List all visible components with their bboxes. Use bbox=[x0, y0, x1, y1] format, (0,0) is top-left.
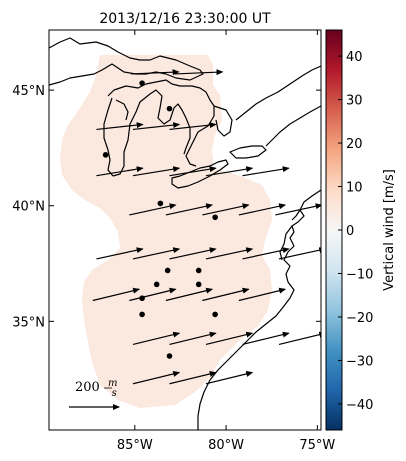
wind-vector bbox=[165, 203, 214, 216]
wind-vector bbox=[129, 287, 177, 302]
station-marker bbox=[102, 152, 109, 158]
station-marker bbox=[212, 214, 218, 221]
map-frame bbox=[48, 29, 322, 431]
colorbar-tick-label: −20 bbox=[346, 311, 373, 326]
map-area: 200 m s bbox=[49, 37, 321, 430]
wind-vector bbox=[242, 247, 290, 260]
green-bay-shore bbox=[115, 99, 129, 121]
y-tick-label: 35°N bbox=[12, 315, 45, 330]
lake-superior-shore bbox=[49, 37, 204, 86]
wind-vector bbox=[275, 203, 321, 216]
wind-vector bbox=[242, 331, 290, 346]
wind-vector bbox=[96, 166, 144, 177]
colorbar-tick-label: 40 bbox=[346, 50, 363, 65]
wind-vector bbox=[132, 371, 181, 385]
wind-vector bbox=[169, 122, 217, 131]
wind-vector bbox=[205, 166, 254, 177]
wind-vector bbox=[238, 203, 287, 216]
colorbar-tick-label: −10 bbox=[346, 267, 373, 282]
station-marker bbox=[157, 200, 164, 207]
lake-huron-shore bbox=[185, 91, 215, 167]
coverage-region bbox=[60, 55, 272, 408]
station-marker bbox=[166, 353, 173, 359]
station-marker bbox=[153, 281, 160, 288]
colorbar-tick-label: 30 bbox=[346, 94, 363, 109]
wind-vector bbox=[169, 247, 217, 260]
station-marker bbox=[166, 105, 173, 112]
lake-ontario-shore bbox=[229, 145, 267, 159]
x-tick-label: 85°W bbox=[117, 438, 153, 453]
station-layer bbox=[102, 80, 218, 359]
wind-vector bbox=[96, 122, 144, 131]
y-tick-label: 40°N bbox=[12, 200, 45, 215]
scale-arrow-value: 200 bbox=[75, 380, 100, 395]
scale-arrow-unit-den: s bbox=[112, 388, 117, 399]
lake-erie-shore bbox=[171, 159, 229, 189]
wind-vector bbox=[278, 247, 321, 260]
wind-vector bbox=[205, 247, 254, 260]
wind-vector bbox=[238, 287, 287, 302]
scale-arrow-label: 200 m s bbox=[75, 375, 122, 399]
wind-vector bbox=[169, 166, 217, 177]
wind-vector bbox=[132, 122, 181, 131]
x-tick-label: 75°W bbox=[299, 438, 335, 453]
wind-vector bbox=[132, 331, 181, 346]
delaware-bay-shore bbox=[291, 209, 301, 221]
wind-vector bbox=[202, 203, 250, 216]
wind-vector bbox=[169, 331, 217, 346]
station-marker bbox=[139, 295, 145, 302]
wind-vector bbox=[169, 371, 217, 385]
wind-vector bbox=[205, 371, 254, 385]
wind-vector bbox=[242, 166, 290, 177]
chart-title: 2013/12/16 23:30:00 UT bbox=[99, 11, 271, 27]
wind-vector bbox=[129, 203, 177, 216]
x-tick-label: 80°W bbox=[208, 438, 244, 453]
wind-vector-layer bbox=[92, 69, 321, 385]
colorbar-tick-label: 0 bbox=[346, 224, 354, 239]
wind-vector bbox=[132, 166, 181, 177]
wind-vector bbox=[92, 287, 141, 302]
wind-vector bbox=[96, 247, 144, 260]
colorbar-tick-label: −40 bbox=[346, 398, 373, 413]
wind-vector bbox=[278, 331, 321, 346]
lake-michigan-east-shore bbox=[112, 89, 191, 177]
colorbar-label: Vertical wind [m/s] bbox=[382, 169, 397, 291]
station-marker bbox=[195, 267, 202, 274]
scale-arrow-unit-num: m bbox=[108, 378, 117, 389]
colorbar-tick-label: 20 bbox=[346, 137, 363, 152]
station-marker bbox=[195, 281, 202, 288]
colorbar-ticks: 40 30 20 10 0 −10 −20 −30 −40 bbox=[338, 50, 373, 413]
station-marker bbox=[139, 311, 145, 318]
wind-vector bbox=[174, 69, 224, 76]
x-axis-ticks: 85°W 80°W 75°W bbox=[117, 30, 335, 453]
wind-vector bbox=[131, 69, 180, 76]
colorbar-tick-label: 10 bbox=[346, 181, 363, 196]
chesapeake-bay-shore bbox=[279, 225, 293, 261]
y-tick-label: 45°N bbox=[12, 84, 45, 99]
station-marker bbox=[212, 311, 218, 318]
wind-vector bbox=[132, 247, 181, 260]
georgian-bay-shore bbox=[213, 105, 233, 137]
lake-michigan-west-shore bbox=[103, 97, 114, 177]
st-lawrence-shore bbox=[265, 105, 321, 147]
scale-arrow-group: 200 m s bbox=[69, 375, 122, 410]
wind-vector bbox=[165, 287, 214, 302]
wind-vector bbox=[205, 331, 254, 346]
gulf-st-lawrence-shore bbox=[235, 65, 321, 121]
upper-peninsula-shore bbox=[107, 79, 207, 97]
wind-vector bbox=[202, 287, 250, 302]
station-marker bbox=[164, 267, 171, 274]
y-axis-ticks: 45°N 40°N 35°N bbox=[12, 84, 321, 330]
colorbar-tick-label: −30 bbox=[346, 354, 373, 369]
station-marker bbox=[139, 80, 145, 86]
